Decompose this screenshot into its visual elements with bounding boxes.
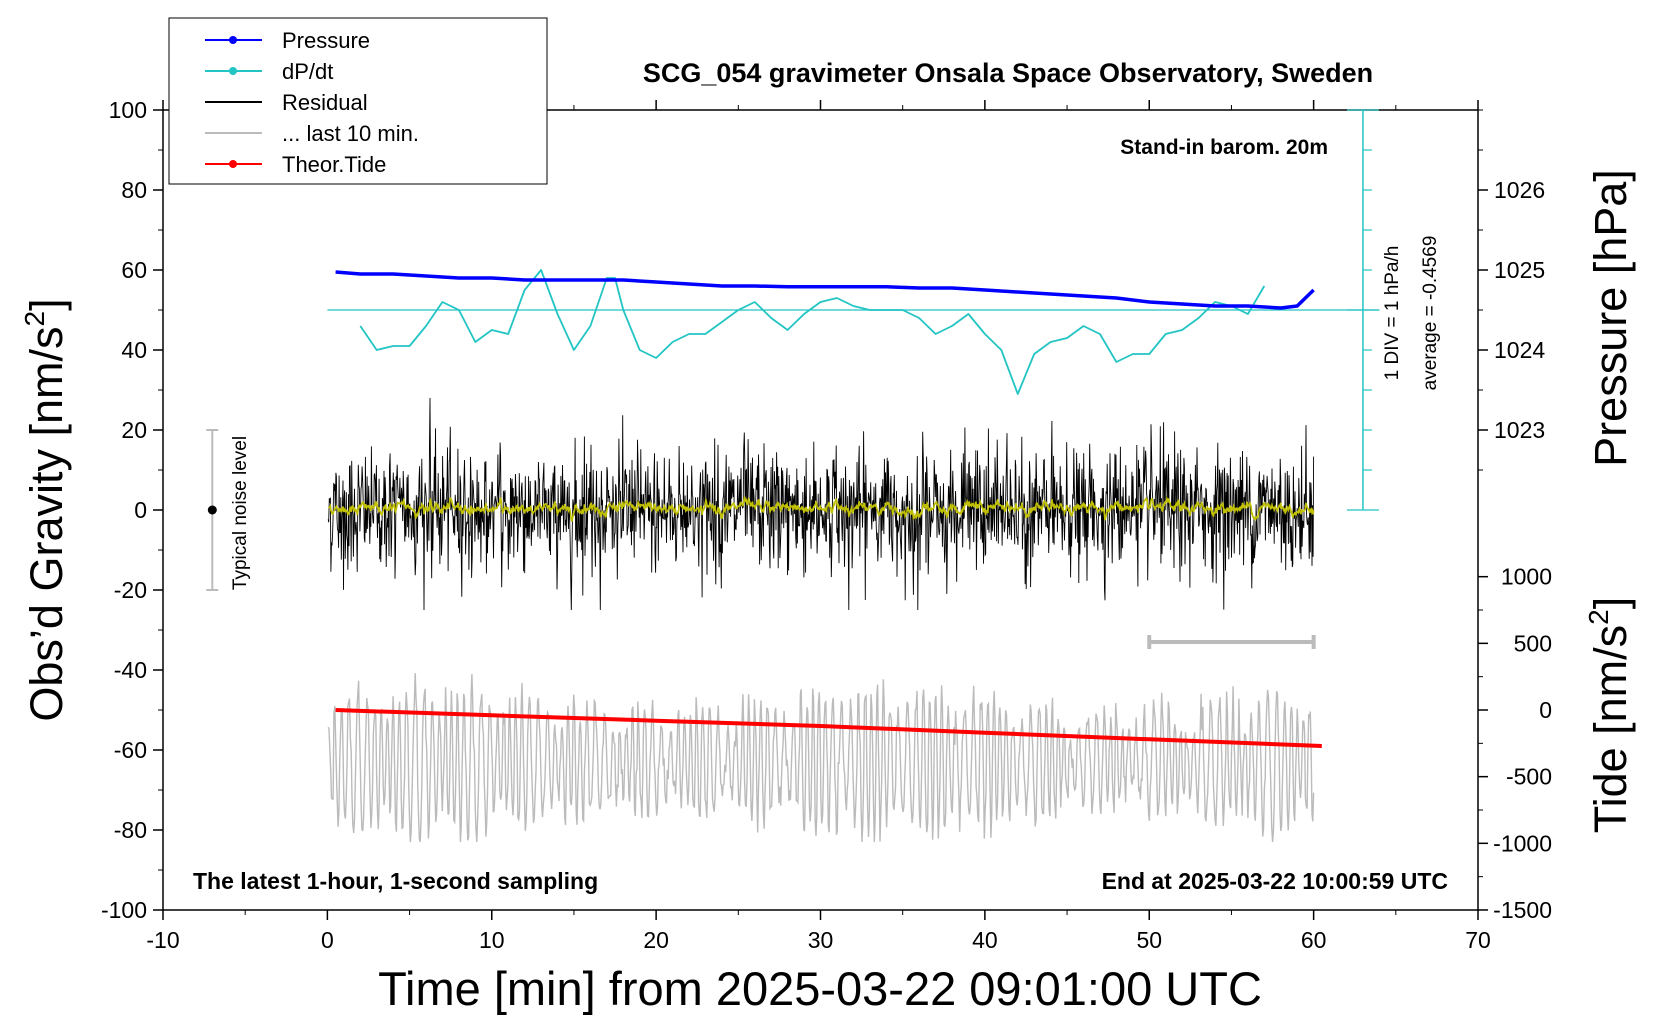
pressure-tick-label: 1026 (1494, 177, 1545, 203)
stand-in-annotation: Stand-in barom. 20m (1120, 136, 1328, 159)
tide-tick-labels: 1000 500 0 -500 -1000 -1500 (1493, 564, 1552, 923)
x-axis-label: Time [min] from 2025-03-22 09:01:00 UTC (378, 962, 1262, 1015)
x-tick-label: -10 (146, 927, 179, 953)
tide-tick-label: 1000 (1501, 564, 1552, 590)
div-label: 1 DIV = 1 hPa/h (1382, 246, 1403, 381)
x-tick-labels: -10 0 10 20 30 40 50 60 70 (146, 927, 1490, 953)
residual-mean-line (328, 495, 1315, 522)
legend-label: Theor.Tide (282, 152, 386, 177)
tide-axis-label-sup: 2 (1583, 609, 1614, 625)
dpdt-scale-bar (327, 109, 1380, 511)
pressure-line (335, 270, 1315, 310)
tide-line (335, 708, 1322, 748)
y-axis-label-base: Obs’d Gravity [nm/s (21, 327, 72, 722)
x-tick-label: 10 (479, 927, 505, 953)
average-label: average = -0.4569 (1420, 236, 1441, 391)
y-axis-label-end: ] (21, 298, 72, 311)
tide-tick-label: 500 (1514, 630, 1552, 656)
end-at-annotation: End at 2025-03-22 10:00:59 UTC (1102, 868, 1448, 894)
y-tick-label: -60 (114, 737, 147, 763)
noise-dot (207, 505, 217, 515)
dpdt-line (359, 269, 1266, 395)
x-tick-label: 70 (1465, 927, 1491, 953)
y-tick-label: 80 (121, 177, 147, 203)
y-axis-label-sup: 2 (19, 311, 50, 327)
y-tick-labels: 100 80 60 40 20 0 -20 -40 -60 -80 -100 (101, 97, 147, 923)
tide-axis-label-base: Tide [nm/s (1585, 625, 1636, 833)
legend-marker (229, 36, 237, 44)
y-axis-label: Obs’d Gravity [nm/s2] (19, 298, 72, 721)
last10-line (327, 673, 1315, 843)
y-tick-label: 60 (121, 257, 147, 283)
pressure-tick-label: 1024 (1494, 337, 1545, 363)
legend: Pressure dP/dt Residual ... last 10 min. The… (168, 17, 548, 185)
chart-title: SCG_054 gravimeter Onsala Space Observat… (643, 58, 1373, 88)
pressure-tick-labels: 1026 1025 1024 1023 (1494, 177, 1545, 443)
tide-tick-label: 0 (1539, 697, 1552, 723)
y-tick-label: -20 (114, 577, 147, 603)
last10-series (327, 673, 1315, 843)
legend-label: Residual (282, 90, 368, 115)
x-tick-label: 20 (643, 927, 669, 953)
noise-label: Typical noise level (230, 436, 251, 590)
pressure-axis-label: Pressure [hPa] (1585, 169, 1636, 467)
residual-line (327, 397, 1315, 611)
x-tick-label: 60 (1301, 927, 1327, 953)
residual-series (327, 397, 1315, 611)
pressure-tick-label: 1023 (1494, 417, 1545, 443)
legend-marker (229, 160, 237, 168)
legend-marker (229, 67, 237, 75)
y-tick-label: -40 (114, 657, 147, 683)
pressure-tick-label: 1025 (1494, 257, 1545, 283)
y-tick-label: 100 (109, 97, 147, 123)
legend-label: ... last 10 min. (282, 121, 419, 146)
tide-tick-label: -1000 (1493, 830, 1552, 856)
x-tick-label: 50 (1136, 927, 1162, 953)
legend-label: Pressure (282, 28, 370, 53)
x-tick-label: 30 (808, 927, 834, 953)
latest-annotation: The latest 1-hour, 1-second sampling (193, 868, 598, 894)
x-tick-label: 0 (321, 927, 334, 953)
tide-axis-label: Tide [nm/s2] (1583, 597, 1636, 833)
y-tick-label: 0 (134, 497, 147, 523)
tide-axis-label-end: ] (1585, 597, 1636, 610)
y-tick-label: -100 (101, 897, 147, 923)
x-tick-label: 40 (972, 927, 998, 953)
y-tick-label: -80 (114, 817, 147, 843)
noise-level-indicator (206, 429, 219, 591)
legend-label: dP/dt (282, 59, 333, 84)
line-series (335, 269, 1322, 748)
tide-tick-label: -1500 (1493, 897, 1552, 923)
last10-range-bar (1147, 635, 1316, 649)
tide-tick-label: -500 (1506, 764, 1552, 790)
y-tick-label: 20 (121, 417, 147, 443)
y-tick-label: 40 (121, 337, 147, 363)
